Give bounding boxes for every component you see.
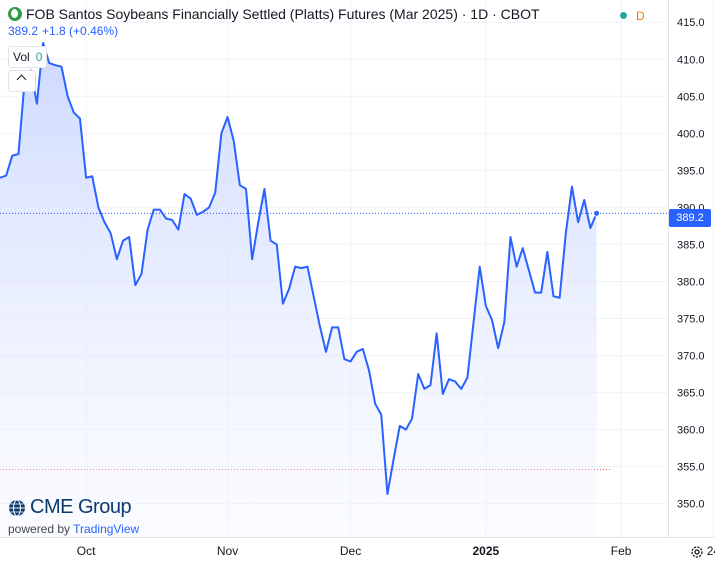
market-status-dot-icon[interactable] [620,12,627,19]
y-tick-label: 380.0 [677,276,705,288]
data-delayed-badge[interactable]: D [636,9,645,23]
y-tick-label: 355.0 [677,462,705,474]
x-tick-label: Nov [217,544,238,558]
symbol-logo-icon [8,7,22,21]
y-tick-label: 385.0 [677,239,705,251]
last-price-axis-label: 389.2 [669,209,711,227]
volume-label: Vol [13,50,30,64]
chart-header: FOB Santos Soybeans Financially Settled … [8,6,540,38]
y-tick-label: 350.0 [677,499,705,511]
price-change: +1.8 (+0.46%) [42,24,119,38]
y-tick-label: 395.0 [677,165,705,177]
x-tick-label: Oct [77,544,96,558]
x-tick-label: Dec [340,544,361,558]
y-tick-label: 370.0 [677,351,705,363]
cme-globe-icon [9,499,25,516]
symbol-title[interactable]: FOB Santos Soybeans Financially Settled … [26,6,540,22]
x-tick-label: 2025 [472,544,499,558]
x-tick-label: 24 [707,544,715,558]
y-tick-label: 360.0 [677,425,705,437]
x-axis[interactable]: Oct Nov Dec 2025 Feb 24 [0,537,715,559]
volume-value: 0 [35,50,43,64]
y-tick-label: 415.0 [677,17,705,29]
y-tick-label: 410.0 [677,54,705,66]
gear-icon[interactable] [690,545,704,559]
powered-by-line: powered by TradingView [8,522,139,536]
cme-group-logo-text: CME Group [30,496,132,518]
x-tick-label: Feb [611,544,632,558]
volume-indicator[interactable]: Vol 0 [8,46,48,68]
last-price-dot [593,209,601,217]
y-tick-label: 405.0 [677,91,705,103]
quote-row: 389.2 +1.8 (+0.46%) [8,24,540,38]
y-tick-label: 365.0 [677,388,705,400]
powered-by-text: powered by [8,522,71,536]
y-axis[interactable]: 415.0410.0405.0400.0395.0390.0385.0380.0… [668,0,705,537]
last-price-value: 389.2 [8,24,39,38]
tradingview-link[interactable]: TradingView [73,522,140,536]
price-area-fill [0,42,597,538]
y-tick-label: 375.0 [677,313,705,325]
collapse-indicators-chevron-icon[interactable] [8,70,36,92]
cme-branding[interactable]: CME Group powered by TradingView [8,496,139,536]
price-line[interactable] [0,41,598,496]
y-tick-label: 400.0 [677,128,705,140]
